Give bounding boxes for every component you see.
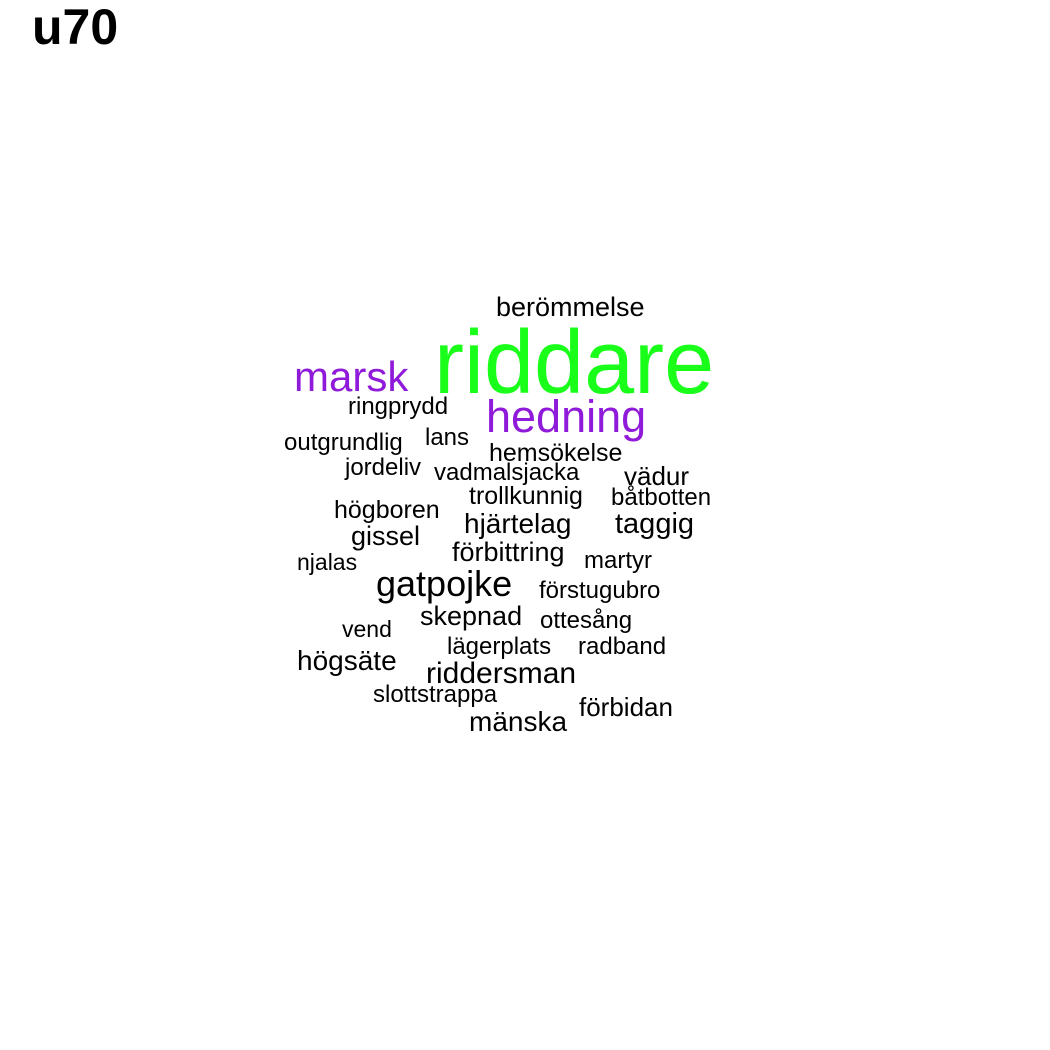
cloud-word: berömmelse <box>496 292 645 322</box>
cloud-word: båtbotten <box>611 484 712 511</box>
cloud-word: lägerplats <box>447 633 552 660</box>
cloud-word: jordeliv <box>345 454 422 481</box>
cloud-word-secondary: marsk <box>294 353 409 400</box>
cloud-word: vädur <box>624 461 690 491</box>
cloud-word-secondary: hedning <box>486 391 647 442</box>
cloud-word: trollkunnig <box>469 482 583 510</box>
cloud-word: högboren <box>334 496 440 524</box>
cloud-word: taggig <box>615 508 695 540</box>
cloud-word: njalas <box>297 549 358 575</box>
cloud-word: ottesång <box>540 607 633 634</box>
cloud-word: martyr <box>584 547 652 574</box>
cloud-word: outgrundlig <box>284 429 403 456</box>
cloud-word: riddersman <box>426 657 577 690</box>
cloud-word: förstugubro <box>539 577 661 604</box>
page-title: u70 <box>32 0 119 55</box>
cloud-word: ringprydd <box>348 393 449 420</box>
cloud-word: lans <box>425 424 470 451</box>
cloud-word: gissel <box>351 521 421 551</box>
cloud-word: högsäte <box>297 645 397 676</box>
cloud-word: radband <box>578 633 667 660</box>
cloud-word: hjärtelag <box>464 508 572 539</box>
cloud-word: vend <box>342 616 392 642</box>
cloud-word: förbidan <box>579 692 673 722</box>
cloud-word: mänska <box>469 706 568 737</box>
cloud-word: slottstrappa <box>373 681 498 708</box>
cloud-word: gatpojke <box>376 563 513 604</box>
cloud-word: skepnad <box>420 601 523 631</box>
cloud-word: vadmalsjacka <box>434 459 580 486</box>
cloud-word-primary: riddare <box>434 313 715 413</box>
cloud-word: förbittring <box>452 537 565 567</box>
cloud-word: hemsökelse <box>489 439 623 467</box>
